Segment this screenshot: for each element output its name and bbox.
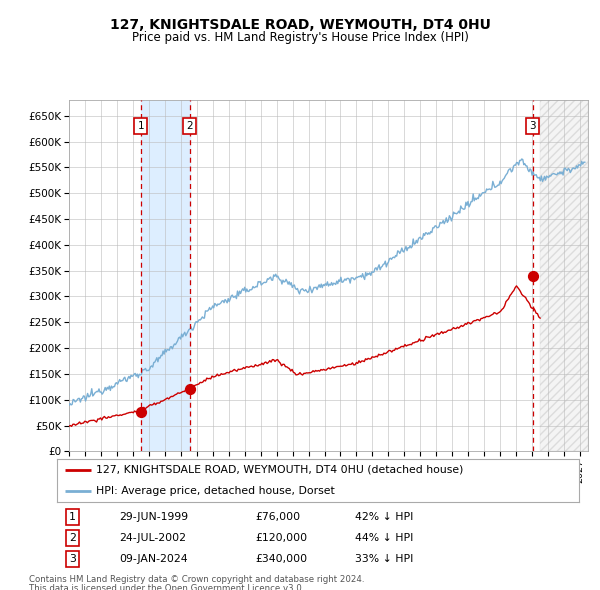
Text: Contains HM Land Registry data © Crown copyright and database right 2024.: Contains HM Land Registry data © Crown c… (29, 575, 364, 584)
Text: 2: 2 (69, 533, 76, 543)
Text: 42% ↓ HPI: 42% ↓ HPI (355, 512, 413, 522)
Text: 3: 3 (69, 554, 76, 564)
Text: £120,000: £120,000 (256, 533, 307, 543)
Point (185, 385, 194, 394)
Text: £76,000: £76,000 (256, 512, 301, 522)
Text: 1: 1 (69, 512, 76, 522)
Text: 3: 3 (529, 121, 536, 131)
Text: 44% ↓ HPI: 44% ↓ HPI (355, 533, 413, 543)
Bar (141, 100, 190, 451)
Text: 2: 2 (187, 121, 193, 131)
Text: Price paid vs. HM Land Registry's House Price Index (HPI): Price paid vs. HM Land Registry's House … (131, 31, 469, 44)
Text: 24-JUL-2002: 24-JUL-2002 (119, 533, 187, 543)
Text: 09-JAN-2024: 09-JAN-2024 (119, 554, 188, 564)
Text: 29-JUN-1999: 29-JUN-1999 (119, 512, 189, 522)
Point (528, 271, 538, 281)
Text: 127, KNIGHTSDALE ROAD, WEYMOUTH, DT4 0HU (detached house): 127, KNIGHTSDALE ROAD, WEYMOUTH, DT4 0HU… (96, 465, 464, 474)
Text: HPI: Average price, detached house, Dorset: HPI: Average price, detached house, Dors… (96, 486, 335, 496)
Point (136, 407, 146, 417)
Bar (540, 100, 588, 451)
Text: £340,000: £340,000 (256, 554, 307, 564)
Text: 127, KNIGHTSDALE ROAD, WEYMOUTH, DT4 0HU: 127, KNIGHTSDALE ROAD, WEYMOUTH, DT4 0HU (110, 18, 490, 32)
Text: 1: 1 (137, 121, 144, 131)
Text: This data is licensed under the Open Government Licence v3.0.: This data is licensed under the Open Gov… (29, 584, 304, 590)
Text: 33% ↓ HPI: 33% ↓ HPI (355, 554, 413, 564)
